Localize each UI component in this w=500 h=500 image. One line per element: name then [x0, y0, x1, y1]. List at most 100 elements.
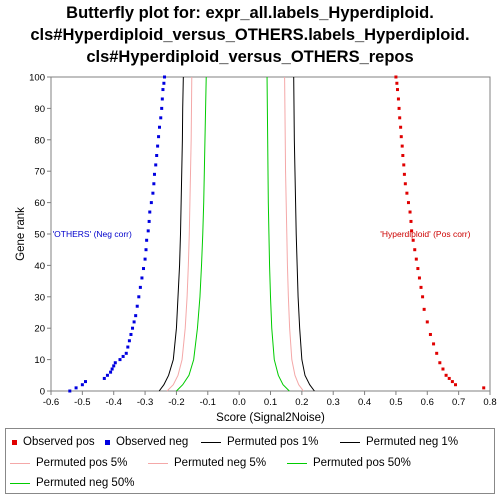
x-tick-label: 0.2: [295, 397, 308, 408]
y-tick-label: 50: [34, 230, 45, 241]
legend-item-permuted-pos-50: Permuted pos 50%: [287, 455, 411, 471]
x-tick-label: -0.6: [43, 397, 59, 408]
permuted-neg-5-line: [166, 76, 193, 392]
x-tick-label: -0.5: [74, 397, 90, 408]
observed-pos-point: [403, 182, 407, 186]
observed-neg-point: [147, 219, 151, 223]
chart-legend: Observed pos Observed neg Permuted pos 1…: [5, 428, 495, 494]
y-tick-label: 20: [34, 324, 45, 335]
observed-pos-point: [395, 81, 399, 85]
observed-pos-point: [405, 191, 409, 195]
observed-pos-point: [411, 238, 415, 242]
observed-neg-point: [159, 116, 163, 120]
observed-pos-point: [402, 163, 406, 167]
x-tick-label: 0.7: [452, 397, 465, 408]
y-tick-label: 40: [34, 261, 45, 272]
observed-pos-point: [398, 116, 402, 120]
chart-title-line-1: Butterfly plot for: expr_all.labels_Hype…: [66, 4, 434, 22]
observed-neg-point: [135, 304, 139, 308]
observed-pos-point: [413, 248, 417, 252]
observed-neg-point: [146, 229, 150, 233]
x-tick-label: 0.6: [421, 397, 434, 408]
chart-title-line-2: cls#Hyperdiploid_versus_OTHERS.labels_Hy…: [30, 26, 470, 44]
y-tick-label: 90: [34, 104, 45, 115]
legend-label-permuted-neg-1: Permuted neg 1%: [366, 436, 459, 448]
observed-pos-point: [444, 373, 448, 377]
legend-marker-permuted-pos-50: [287, 462, 307, 464]
legend-marker-permuted-neg-5: [148, 462, 168, 464]
legend-label-permuted-pos-1: Permuted pos 1%: [227, 436, 319, 448]
legend-label-observed-neg: Observed neg: [116, 436, 189, 448]
observed-pos-point: [428, 332, 432, 336]
observed-pos-point: [441, 367, 445, 371]
legend-label-permuted-pos-5: Permuted pos 5%: [36, 457, 128, 469]
legend-item-observed-neg: Observed neg: [103, 434, 188, 450]
observed-pos-point: [425, 320, 429, 324]
observed-neg-point: [74, 386, 78, 390]
y-tick-label: 100: [29, 73, 45, 84]
observed-pos-point: [400, 144, 404, 148]
legend-marker-observed-neg: [105, 439, 110, 445]
chart-title-line-3: cls#Hyperdiploid_versus_OTHERS_repos: [86, 48, 414, 66]
observed-pos-point: [410, 229, 414, 233]
observed-pos-point: [482, 386, 486, 390]
observed-neg-point: [83, 380, 87, 384]
legend-marker-permuted-neg-1: [340, 441, 360, 443]
observed-pos-point: [432, 342, 436, 346]
observed-pos-point: [417, 276, 421, 280]
observed-neg-point: [137, 295, 141, 299]
permuted-pos-50-line: [266, 76, 290, 392]
observed-neg-point: [102, 376, 106, 380]
observed-neg-point: [161, 88, 165, 92]
y-tick-label: 60: [34, 198, 45, 209]
observed-neg-point: [151, 191, 155, 195]
y-tick-label: 80: [34, 135, 45, 146]
y-tick-label: 70: [34, 167, 45, 178]
x-tick-label: 0.0: [233, 397, 246, 408]
observed-pos-point: [395, 88, 399, 92]
observed-neg-point: [156, 144, 160, 148]
legend-label-permuted-pos-50: Permuted pos 50%: [313, 457, 411, 469]
annotation-neg-corr: 'OTHERS' (Neg corr): [53, 229, 132, 239]
observed-neg-point: [145, 238, 149, 242]
observed-neg-point: [138, 285, 142, 289]
observed-neg-point: [121, 354, 125, 358]
legend-label-permuted-neg-50: Permuted neg 50%: [36, 477, 135, 489]
observed-neg-point: [131, 326, 135, 330]
observed-neg-point: [109, 370, 113, 374]
observed-pos-point: [421, 295, 425, 299]
x-axis-label: Score (Signal2Noise): [216, 412, 325, 424]
legend-marker-permuted-pos-1: [201, 441, 221, 443]
observed-pos-point: [422, 307, 426, 311]
observed-neg-point: [68, 389, 72, 393]
observed-neg-point: [143, 257, 147, 261]
legend-item-permuted-neg-5: Permuted neg 5%: [148, 455, 266, 471]
observed-pos-point: [419, 285, 423, 289]
x-tick-label: -0.1: [200, 397, 216, 408]
observed-neg-point: [126, 345, 130, 349]
observed-neg-point: [162, 81, 166, 85]
observed-pos-point: [409, 219, 413, 223]
y-tick-label: 30: [34, 292, 45, 303]
observed-neg-point: [134, 314, 138, 318]
legend-item-permuted-pos-1: Permuted pos 1%: [201, 434, 318, 450]
observed-pos-point: [402, 172, 406, 176]
legend-label-permuted-neg-5: Permuted neg 5%: [174, 457, 267, 469]
observed-neg-point: [157, 135, 161, 139]
observed-neg-point: [112, 364, 116, 368]
legend-item-permuted-pos-5: Permuted pos 5%: [10, 455, 127, 471]
x-tick-label: 0.5: [389, 397, 402, 408]
x-tick-label: 0.3: [327, 397, 340, 408]
observed-neg-point: [129, 332, 133, 336]
permuted-pos-1-line: [293, 76, 315, 392]
observed-pos-point: [396, 97, 400, 101]
permuted-pos-5-line: [284, 76, 304, 392]
observed-neg-point: [144, 248, 148, 252]
x-tick-label: 0.1: [264, 397, 277, 408]
observed-neg-point: [118, 358, 122, 362]
observed-neg-point: [132, 320, 136, 324]
y-axis-label: Gene rank: [15, 207, 27, 261]
x-tick-label: -0.4: [106, 397, 122, 408]
